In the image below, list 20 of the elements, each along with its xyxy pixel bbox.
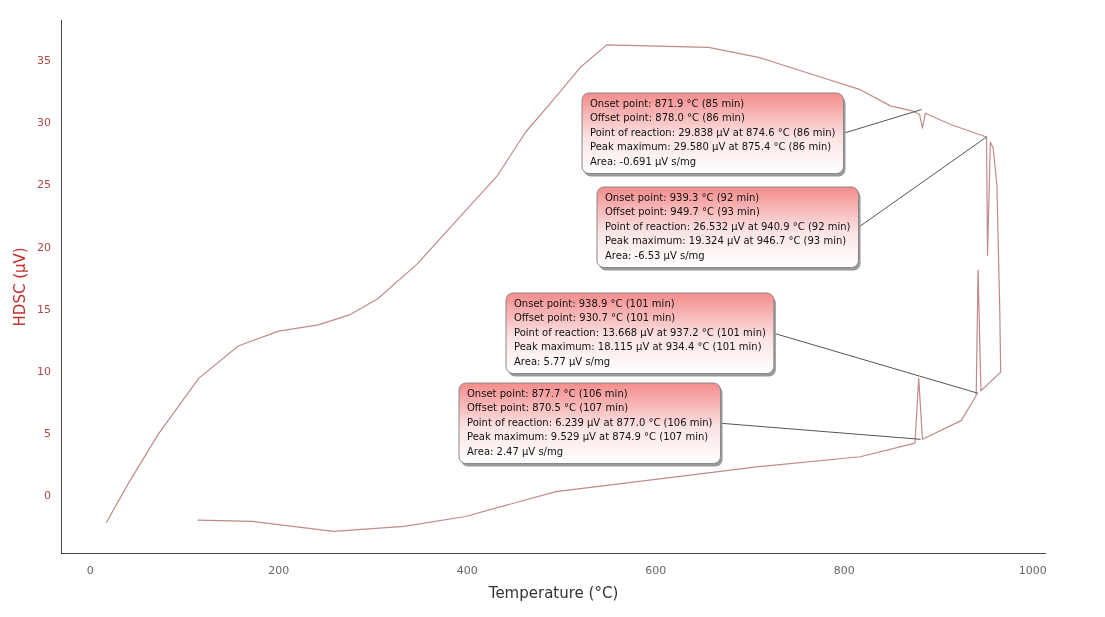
- y-tick-label: 30: [37, 116, 51, 130]
- y-tick-label: 35: [37, 53, 51, 67]
- annotation: Onset point: 871.9 °C (85 min) Offset point: 878.0 °C (86 min) Point of reaction: 29.838 µV at 874.6 °C (86 min) Peak maximum: 29.580 µV at 875.4 °C (86 min) Area: -0.691 µV s/mg: [590, 97, 836, 167]
- y-tick-label: 15: [37, 302, 51, 316]
- annotation: Onset point: 939.3 °C (92 min) Offset point: 949.7 °C (93 min) Point of reaction: 26.532 µV at 940.9 °C (92 min) Peak maximum: 19.324 µV at 946.7 °C (93 min) Area: -6.53 µV s/mg: [605, 191, 851, 261]
- y-tick-label: 10: [37, 364, 51, 378]
- x-tick-label: 600: [645, 564, 667, 578]
- y-tick-label: 20: [37, 240, 51, 254]
- annotation: Onset point: 877.7 °C (106 min) Offset point: 870.5 °C (107 min) Point of reaction: 6.239 µV at 877.0 °C (106 min) Peak maximum: 9.529 µV at 874.9 °C (107 min) Area: 2.47 µV s/mg: [467, 387, 713, 457]
- x-tick-label: 400: [456, 564, 478, 578]
- x-axis-title: Temperature (°C): [487, 583, 619, 602]
- y-axis-title: HDSC (µV): [10, 247, 29, 327]
- x-tick-label: 1000: [1018, 564, 1047, 578]
- x-tick-label: 0: [86, 564, 94, 578]
- y-tick-label: 0: [44, 489, 51, 503]
- x-tick-label: 800: [833, 564, 855, 578]
- x-tick-label: 200: [268, 564, 290, 578]
- annotation: Onset point: 938.9 °C (101 min) Offset point: 930.7 °C (101 min) Point of reaction: 13.668 µV at 937.2 °C (101 min) Peak maximum: 18.115 µV at 934.4 °C (101 min) Area: 5.77 µV s/mg: [514, 297, 766, 367]
- y-tick-label: 25: [37, 178, 51, 192]
- y-tick-label: 5: [44, 427, 51, 441]
